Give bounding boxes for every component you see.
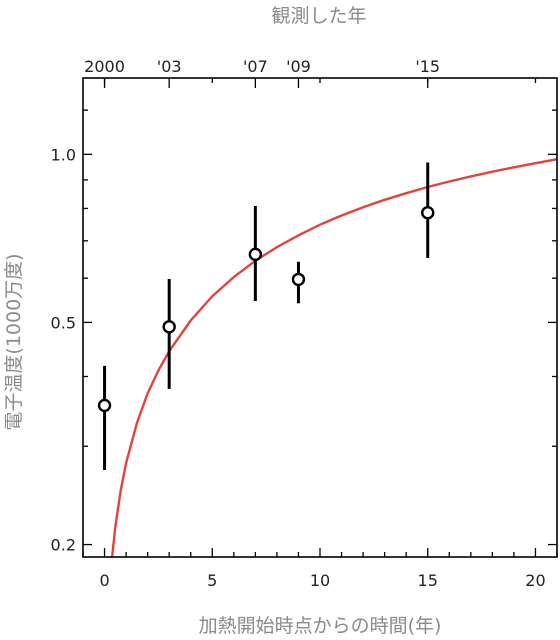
x-tick-label: 10: [310, 571, 330, 590]
data-point: [162, 320, 176, 334]
x-axis-label: 加熱開始時点からの時間(年): [199, 615, 442, 637]
data-point: [291, 272, 306, 287]
plot-area: 0 5 10 15 20 2000 '03 '07 '09 '15 0.2 0.5 1.0: [51, 57, 558, 590]
plot-frame: [82, 77, 558, 558]
data-point: [97, 398, 112, 413]
top-tick-label: 2000: [84, 57, 125, 76]
x-tick-label: 0: [99, 571, 109, 590]
x-tick-label: 20: [525, 571, 545, 590]
top-tick-label: '03: [157, 57, 182, 76]
y-tick-label: 1.0: [51, 145, 76, 164]
top-axis-label: 観測した年: [271, 5, 366, 27]
data-point: [421, 206, 435, 220]
x-tick-label: 15: [418, 571, 438, 590]
top-tick-label: '09: [286, 57, 311, 76]
y-tick-label: 0.2: [51, 536, 76, 555]
fit-curve: [110, 158, 558, 558]
top-tick-label: '15: [415, 57, 440, 76]
top-tick-label: '07: [243, 57, 268, 76]
y-axis-label: 電子温度(1000万度): [3, 253, 25, 430]
data-point: [248, 247, 263, 262]
x-tick-label: 5: [207, 571, 217, 590]
y-tick-label: 0.5: [51, 313, 76, 332]
